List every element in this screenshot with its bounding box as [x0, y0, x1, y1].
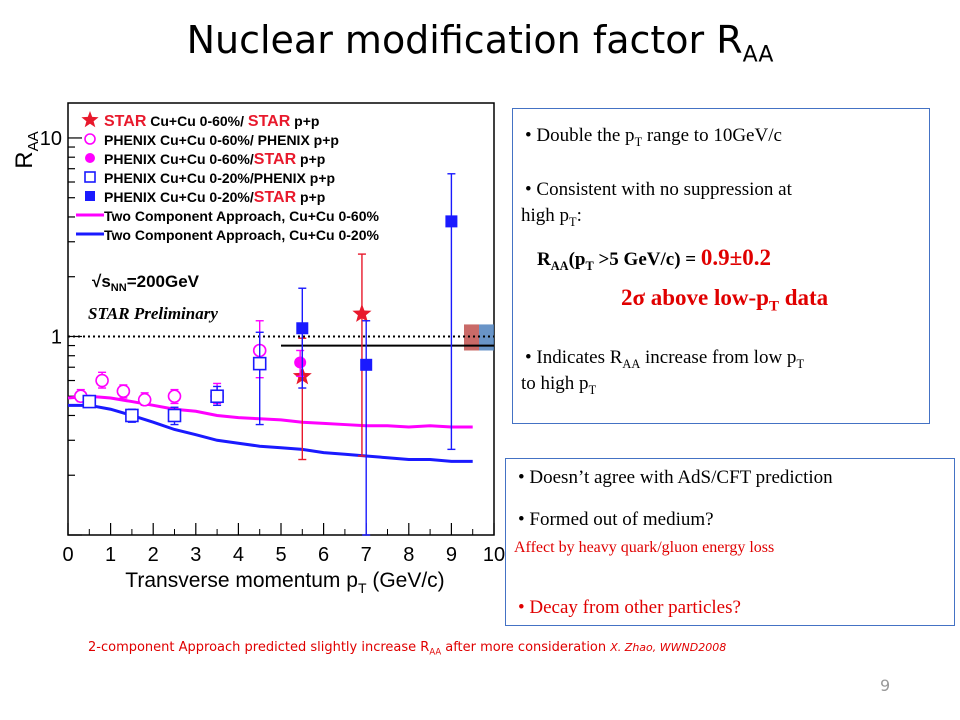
bullet-ads-cft: • Doesn’t agree with AdS/CFT prediction [518, 467, 833, 488]
chart-reference-lines [68, 324, 494, 351]
bullet-no-suppression: • Consistent with no suppression at [525, 179, 792, 200]
open-circle-marker [95, 373, 109, 388]
filled-square-marker [85, 191, 95, 201]
x-tick-label: 4 [233, 544, 244, 566]
systematic-error-box [479, 324, 494, 351]
legend-entry: PHENIX Cu+Cu 0-20%/PHENIX p+p [104, 170, 335, 186]
bullet-raa-increase-cont: to high pT [521, 373, 597, 397]
observations-box: • Double the pT range to 10GeV/c • Consi… [512, 108, 930, 424]
raa-chart: 0 1 2 3 4 5 6 7 8 9 10 1 10 STAR Cu+Cu 0-60%/ STAR p… [11, 102, 505, 596]
bullet-decay: • Decay from other particles? [518, 597, 741, 618]
raa-result: RAA(pT >5 GeV/c) = 0.9±0.2 [537, 245, 771, 273]
filled-square-marker [360, 358, 373, 371]
x-tick-label: 8 [403, 544, 414, 566]
y-tick-label: 1 [51, 326, 62, 348]
x-tick-label: 9 [446, 544, 457, 566]
chart-legend: STAR Cu+Cu 0-60%/ STAR p+p PHENIX Cu+Cu 0… [76, 111, 380, 243]
filled-square-marker [296, 322, 309, 335]
x-tick-label: 3 [190, 544, 201, 566]
chart-y-label: RAA [11, 131, 42, 168]
x-tick-label: 1 [105, 544, 116, 566]
slide-title-sub: AA [742, 42, 774, 68]
energy-loss-note: Affect by heavy quark/gluon energy loss [514, 539, 775, 556]
open-square-marker [252, 356, 267, 371]
legend-entry: PHENIX Cu+Cu 0-60%/ PHENIX p+p [104, 132, 339, 148]
raa-value: 0.9±0.2 [700, 245, 771, 270]
x-tick-label: 2 [148, 544, 159, 566]
bullet-pt-range: • Double the pT range to 10GeV/c [525, 125, 782, 149]
bullet-no-suppression-cont: high pT: [521, 205, 582, 229]
filled-circle-marker [294, 356, 307, 369]
open-square-marker [125, 408, 139, 423]
open-circle-marker [167, 389, 182, 404]
star-marker [81, 111, 99, 128]
x-tick-label: 5 [275, 544, 286, 566]
chart-axes: 0 1 2 3 4 5 6 7 8 9 10 1 10 [40, 102, 505, 566]
footer-citation: X. Zhao, WWND2008 [610, 641, 727, 654]
bullet-formed-out: • Formed out of medium? [518, 509, 714, 530]
chart-model-curves [67, 394, 473, 463]
open-square-marker [210, 389, 224, 404]
slide-title: Nuclear modification factor RAA [0, 18, 960, 68]
x-tick-label: 6 [318, 544, 329, 566]
slide-title-main: Nuclear modification factor R [186, 18, 743, 62]
footer-note: 2-component Approach predicted slightly … [88, 640, 727, 657]
chart-x-label: Transverse momentum pT (GeV/c) [125, 569, 444, 596]
filled-circle-marker [85, 153, 95, 163]
open-circle-marker [137, 392, 152, 407]
chart-data-points [73, 173, 458, 536]
filled-square-marker [445, 215, 458, 228]
y-tick-label: 10 [40, 128, 62, 150]
open-square-marker [82, 394, 97, 409]
page-number: 9 [880, 676, 891, 695]
legend-entry: PHENIX Cu+Cu 0-20%/STAR p+p [104, 189, 325, 206]
chart-preliminary-label: STAR Preliminary [88, 304, 218, 323]
open-circle-marker [116, 384, 131, 399]
systematic-error-box [464, 324, 479, 351]
x-tick-label: 7 [361, 544, 372, 566]
open-square-marker [167, 408, 182, 423]
model-curve [67, 394, 473, 429]
bullet-raa-increase: • Indicates RAA increase from low pT [525, 347, 804, 371]
legend-entry: Two Component Approach, Cu+Cu 0-20% [104, 227, 380, 243]
legend-entry: STAR Cu+Cu 0-60%/ STAR p+p [104, 113, 319, 130]
legend-entry: PHENIX Cu+Cu 0-60%/STAR p+p [104, 151, 325, 168]
x-tick-label: 10 [483, 544, 505, 566]
x-tick-label: 0 [62, 544, 73, 566]
chart-energy-label: √sNN=200GeV [92, 272, 200, 294]
star-marker [352, 303, 372, 322]
legend-entry: Two Component Approach, Cu+Cu 0-60% [104, 208, 380, 224]
interpretation-box: • Doesn’t agree with AdS/CFT prediction … [505, 458, 955, 626]
open-square-marker [84, 171, 96, 183]
open-circle-marker [84, 133, 96, 145]
sigma-statement: 2σ above low-pT data [621, 285, 829, 315]
